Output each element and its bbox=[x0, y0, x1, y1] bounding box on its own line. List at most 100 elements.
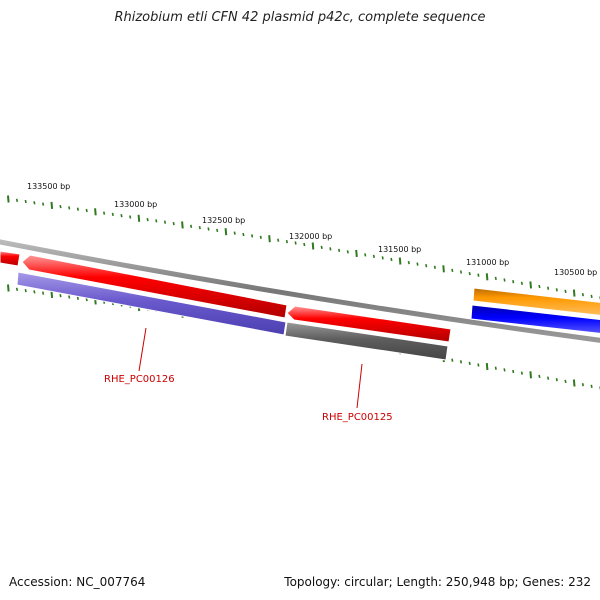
ruler-tick bbox=[459, 270, 463, 274]
ruler-tick bbox=[94, 208, 97, 216]
ruler-tick bbox=[581, 383, 584, 387]
ruler-tick bbox=[68, 206, 71, 210]
ruler-tick bbox=[416, 262, 419, 266]
ruler-tick bbox=[120, 214, 123, 218]
ruler-label-130500: 130500 bp bbox=[554, 268, 597, 277]
ruler-tick bbox=[555, 378, 558, 382]
ruler-tick bbox=[59, 204, 62, 209]
ruler-tick bbox=[494, 366, 497, 370]
ruler-outer-ticks bbox=[7, 195, 600, 300]
ruler-tick bbox=[24, 199, 27, 204]
ruler-tick bbox=[564, 379, 567, 384]
gene-orange[interactable] bbox=[472, 287, 600, 316]
ruler-tick bbox=[15, 287, 19, 291]
ruler-tick bbox=[529, 281, 532, 289]
gene-red-left-edge[interactable] bbox=[0, 250, 21, 267]
ruler-tick bbox=[451, 268, 454, 273]
gene-rhe-pc00125[interactable] bbox=[284, 321, 449, 361]
ruler-tick bbox=[372, 254, 375, 259]
ruler-tick bbox=[381, 256, 384, 260]
ruler-tick bbox=[59, 294, 62, 298]
ruler-tick bbox=[216, 228, 219, 233]
ruler-tick bbox=[190, 224, 193, 228]
ruler-tick bbox=[329, 247, 332, 251]
map-title: Rhizobium etli CFN 42 plasmid p42c, comp… bbox=[114, 10, 486, 25]
summary-text: Topology: circular; Length: 250,948 bp; … bbox=[284, 575, 591, 589]
ruler-tick bbox=[76, 296, 79, 300]
ruler-tick bbox=[494, 276, 497, 281]
ruler-tick bbox=[407, 260, 410, 265]
ruler-tick bbox=[503, 278, 506, 282]
ruler-tick bbox=[146, 217, 149, 222]
ruler-tick bbox=[251, 234, 254, 238]
accession-text: Accession: NC_007764 bbox=[9, 575, 146, 589]
ruler-tick bbox=[259, 235, 262, 239]
gene-red-arrow-1[interactable] bbox=[21, 254, 288, 319]
ruler-tick bbox=[7, 195, 10, 203]
gene-rhe-pc00126[interactable] bbox=[16, 271, 287, 336]
ruler-tick bbox=[242, 232, 245, 237]
ruler-tick bbox=[520, 371, 523, 375]
ruler-tick bbox=[581, 293, 584, 297]
ruler-tick bbox=[547, 376, 550, 380]
ruler-tick bbox=[33, 290, 36, 294]
ruler-label-133000: 133000 bp bbox=[114, 200, 157, 209]
ruler-tick bbox=[33, 201, 36, 205]
ruler-label-131000: 131000 bp bbox=[466, 258, 509, 267]
ruler-tick bbox=[172, 221, 175, 226]
ruler-tick bbox=[564, 289, 567, 294]
ruler-tick bbox=[433, 265, 436, 269]
ruler-tick bbox=[68, 295, 71, 299]
ruler-tick bbox=[181, 221, 184, 229]
ruler-tick bbox=[50, 290, 54, 298]
ruler-label-131500: 131500 bp bbox=[378, 245, 421, 254]
ruler-tick bbox=[111, 212, 114, 217]
ruler-tick bbox=[285, 239, 288, 244]
ruler-label-133500: 133500 bp bbox=[27, 182, 70, 191]
gene-red-arrow-2[interactable] bbox=[286, 305, 452, 343]
ruler-tick bbox=[468, 361, 471, 366]
ruler-tick bbox=[547, 286, 550, 290]
gene-label-rhe-pc00126[interactable]: RHE_PC00126 bbox=[104, 374, 175, 385]
ruler-tick bbox=[224, 228, 228, 236]
ruler-tick bbox=[207, 227, 210, 231]
ruler-tick bbox=[233, 231, 236, 235]
ruler-tick bbox=[520, 281, 523, 285]
ruler-tick bbox=[346, 250, 349, 254]
ruler-tick bbox=[7, 284, 10, 292]
ruler-tick bbox=[24, 288, 27, 293]
ruler-tick bbox=[137, 214, 141, 222]
ruler-tick bbox=[42, 291, 45, 295]
ruler-tick bbox=[425, 264, 428, 268]
ruler-tick bbox=[459, 360, 463, 364]
ruler-tick bbox=[15, 198, 19, 202]
ruler-tick bbox=[442, 265, 445, 273]
ruler-tick bbox=[529, 371, 532, 379]
ruler-tick bbox=[268, 235, 271, 243]
ruler-tick bbox=[320, 245, 323, 250]
ruler-tick bbox=[277, 238, 280, 242]
ruler-tick bbox=[355, 249, 358, 257]
ruler-tick bbox=[85, 297, 88, 302]
backbone-arc bbox=[0, 239, 600, 343]
gene-label-rhe-pc00125[interactable]: RHE_PC00125 bbox=[322, 412, 393, 423]
ruler-label-132500: 132500 bp bbox=[202, 216, 245, 225]
ruler-tick bbox=[512, 369, 515, 374]
ruler-tick bbox=[76, 207, 79, 211]
ruler-tick bbox=[129, 215, 132, 219]
ruler-tick bbox=[294, 241, 297, 245]
ruler-tick bbox=[468, 271, 471, 276]
ruler-tick bbox=[538, 284, 541, 289]
ruler-tick bbox=[572, 379, 576, 387]
ruler-tick bbox=[477, 273, 480, 277]
gene-blue[interactable] bbox=[470, 304, 600, 334]
ruler-tick bbox=[590, 294, 593, 299]
ruler-tick bbox=[555, 288, 558, 292]
ruler-tick bbox=[155, 219, 158, 223]
ruler-tick bbox=[390, 257, 393, 262]
ruler-tick bbox=[311, 242, 315, 250]
ruler-tick bbox=[477, 363, 480, 367]
ruler-tick bbox=[485, 273, 489, 281]
ruler-tick bbox=[303, 242, 306, 247]
